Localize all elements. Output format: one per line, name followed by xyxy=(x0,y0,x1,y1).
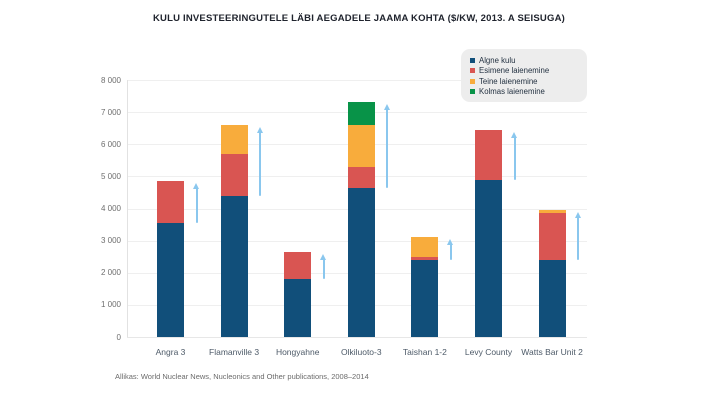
bar-segment xyxy=(220,153,248,196)
legend-swatch-icon xyxy=(470,89,475,95)
bar-segment xyxy=(411,256,439,260)
legend-label: Teine laienemine xyxy=(479,76,538,86)
bar-segment xyxy=(157,181,184,223)
y-axis-tick-label: 4 000 xyxy=(100,204,121,213)
growth-arrow-head xyxy=(447,239,454,246)
legend-item-2: Teine laienemine xyxy=(470,76,579,87)
y-axis-tick-label: 6 000 xyxy=(100,139,121,149)
bar-segment xyxy=(347,102,375,125)
legend-label: Esimene laienemine xyxy=(479,66,550,76)
bar-segment xyxy=(347,187,375,337)
growth-arrow-line xyxy=(195,188,198,223)
bar-segment xyxy=(538,210,566,214)
growth-arrow-head xyxy=(511,131,517,138)
bar-segment xyxy=(157,222,184,337)
growth-arrow-head xyxy=(320,253,327,260)
x-axis-category-label: Olkiluoto-3 xyxy=(340,347,382,357)
legend-label: Algne kulu xyxy=(479,55,516,65)
bar-segment xyxy=(475,129,502,180)
legend-swatch-icon xyxy=(470,68,475,74)
growth-arrow-line xyxy=(513,136,516,180)
bar-segment xyxy=(347,124,375,167)
x-axis-category-label: Levy County xyxy=(464,347,513,357)
bar-segment xyxy=(284,279,312,337)
legend-swatch-icon xyxy=(470,57,475,63)
legend-swatch-icon xyxy=(470,78,475,84)
bar-segment xyxy=(411,259,439,337)
x-axis-category-label: Watts Bar Unit 2 xyxy=(521,347,583,357)
growth-arrow-line xyxy=(577,217,580,260)
y-axis-tick-label: 0 xyxy=(116,332,121,342)
y-axis-tick-label: 7 000 xyxy=(100,107,121,117)
bar-segment xyxy=(538,213,566,260)
legend-items: Algne kulu Esimene laienemine Teine laiene… xyxy=(470,55,579,97)
chart-title: KULU INVESTEERINGUTELE LÄBI AEGADELE JAA… xyxy=(152,13,566,24)
bar-segment xyxy=(475,179,502,337)
growth-arrow-line xyxy=(386,109,389,188)
legend-item-3: Kolmas laienemine xyxy=(470,87,579,98)
y-axis-tick-label: 8 000 xyxy=(100,75,121,85)
y-axis-tick-label: 2 000 xyxy=(100,268,121,278)
x-axis-category-label: Taishan 1-2 xyxy=(402,347,447,357)
bar-segment xyxy=(220,195,248,337)
x-axis-category-label: Angra 3 xyxy=(155,347,186,357)
legend-item-0: Algne kulu xyxy=(470,55,579,66)
growth-arrow-head xyxy=(383,104,390,111)
y-axis-line xyxy=(127,80,128,337)
y-axis-tick-label: 5 000 xyxy=(100,171,121,181)
growth-arrow-line xyxy=(259,131,262,196)
legend: Algne kulu Esimene laienemine Teine laiene… xyxy=(461,49,587,102)
growth-arrow-head xyxy=(574,212,581,219)
gridline-0 xyxy=(127,337,587,338)
growth-arrow-line xyxy=(322,258,325,280)
y-axis-tick-label: 3 000 xyxy=(100,236,121,246)
legend-item-1: Esimene laienemine xyxy=(470,66,579,77)
x-axis-category-label: Flamanville 3 xyxy=(209,347,260,357)
bar-segment xyxy=(284,251,312,280)
source-note: Allikas: World Nuclear News, Nucleonics … xyxy=(115,372,369,381)
growth-arrow-head xyxy=(193,183,199,190)
bar-segment xyxy=(220,124,248,154)
legend-label: Kolmas laienemine xyxy=(479,87,545,97)
gridline-8000 xyxy=(127,80,587,81)
bar-segment xyxy=(538,259,566,337)
growth-arrow-head xyxy=(256,126,263,133)
y-axis-tick-label: 1 000 xyxy=(100,300,121,310)
bar-segment xyxy=(411,237,439,257)
growth-arrow-line xyxy=(449,244,452,260)
x-axis-category-label: Hongyahne xyxy=(275,347,320,357)
bar-segment xyxy=(347,166,375,188)
